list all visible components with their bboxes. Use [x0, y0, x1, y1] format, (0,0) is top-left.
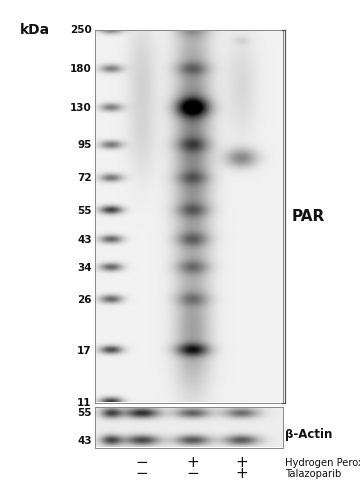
- Text: 55: 55: [77, 206, 92, 216]
- Text: 11: 11: [77, 398, 92, 407]
- Text: 72: 72: [77, 174, 92, 184]
- Text: +: +: [235, 466, 248, 481]
- Text: −: −: [136, 455, 149, 470]
- Text: kDa: kDa: [20, 22, 50, 36]
- Text: 43: 43: [77, 436, 92, 446]
- Text: 17: 17: [77, 346, 92, 356]
- Text: 43: 43: [77, 235, 92, 245]
- Text: 95: 95: [77, 140, 92, 150]
- Text: Hydrogen Peroxide: Hydrogen Peroxide: [285, 458, 360, 468]
- Text: PAR: PAR: [292, 209, 325, 224]
- Text: +: +: [186, 455, 199, 470]
- Text: −: −: [136, 466, 149, 481]
- Text: +: +: [235, 455, 248, 470]
- Text: 26: 26: [77, 295, 92, 305]
- Text: 250: 250: [70, 25, 92, 35]
- Text: −: −: [186, 466, 199, 481]
- Text: β-Actin: β-Actin: [285, 428, 333, 441]
- Text: 130: 130: [70, 103, 92, 113]
- Text: 55: 55: [77, 408, 92, 418]
- Text: 34: 34: [77, 263, 92, 273]
- Text: 180: 180: [70, 64, 92, 74]
- Text: Talazoparib: Talazoparib: [285, 469, 342, 479]
